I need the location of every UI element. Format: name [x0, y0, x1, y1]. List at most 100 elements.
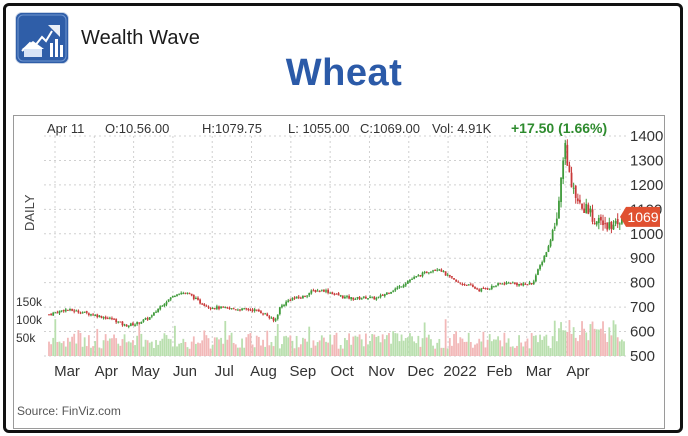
- volume-bar: [272, 346, 275, 356]
- candle-body: [400, 286, 403, 288]
- volume-bar: [222, 343, 225, 356]
- volume-bar: [54, 319, 57, 356]
- candle-body: [327, 289, 330, 293]
- volume-bar: [241, 338, 243, 356]
- candle-body: [230, 308, 233, 310]
- volume-bar: [323, 337, 325, 356]
- volume-bar: [354, 335, 357, 356]
- x-tick-label: Mar: [526, 363, 552, 380]
- y-tick-label: 900: [630, 250, 655, 267]
- volume-bar: [228, 335, 231, 356]
- candle-body: [127, 325, 130, 327]
- candle-body: [297, 296, 300, 298]
- candle-body: [358, 296, 361, 300]
- candle-body: [64, 309, 67, 312]
- candle-body: [377, 296, 380, 298]
- candle-body: [375, 298, 378, 300]
- volume-bar: [243, 347, 246, 356]
- candle-body: [226, 307, 229, 309]
- volume-bar: [396, 333, 399, 356]
- candle-body: [312, 290, 315, 292]
- candle-body: [547, 246, 550, 252]
- volume-bar: [545, 334, 548, 356]
- candle-body: [159, 306, 162, 310]
- candle-body: [291, 298, 294, 301]
- volume-bar: [566, 331, 569, 356]
- candle-body: [421, 272, 424, 277]
- volume-bar: [490, 341, 493, 356]
- volume-bar: [297, 347, 300, 356]
- volume-bar: [308, 326, 311, 356]
- volume-bar: [327, 342, 330, 356]
- candle-body: [197, 297, 199, 300]
- volume-bar: [226, 339, 229, 356]
- candle-body: [276, 314, 279, 319]
- candle-body: [438, 269, 441, 271]
- candle-body: [406, 281, 409, 284]
- y-tick-label: 700: [630, 299, 655, 316]
- volume-bar: [499, 340, 502, 356]
- volume-bar: [302, 337, 304, 356]
- volume-bar: [446, 348, 449, 356]
- volume-bar: [558, 328, 560, 356]
- volume-bar: [383, 339, 386, 356]
- candle-body: [222, 306, 225, 308]
- volume-bar: [306, 341, 309, 356]
- volume-bar: [492, 339, 495, 356]
- candle-body: [98, 315, 101, 317]
- candle-body: [58, 310, 61, 314]
- volume-bar: [400, 334, 403, 356]
- volume-bar: [257, 336, 260, 356]
- volume-bar: [295, 335, 298, 356]
- volume-bar: [155, 340, 157, 356]
- candle-body: [530, 282, 533, 284]
- page-title: Wheat: [285, 52, 403, 94]
- candle-body: [392, 290, 395, 292]
- candle-body: [115, 319, 118, 323]
- candle-body: [602, 220, 604, 226]
- volume-bar: [367, 344, 369, 356]
- candle-body: [257, 309, 260, 312]
- volume-bar: [507, 338, 510, 356]
- candle-body: [186, 292, 189, 294]
- candle-body: [247, 308, 250, 310]
- volume-bar: [505, 342, 508, 356]
- candle-body: [492, 286, 495, 288]
- volume-bar: [119, 345, 122, 356]
- candle-body: [524, 283, 527, 285]
- candle-body: [507, 282, 510, 284]
- volume-bar: [406, 337, 409, 356]
- candle-body: [144, 318, 147, 320]
- candle-body: [283, 305, 285, 307]
- volume-bar: [583, 328, 586, 356]
- axes: 14001300120011001000900800700600500MarAp…: [16, 128, 663, 380]
- x-tick-label: Apr: [566, 363, 589, 380]
- volume-bar: [448, 338, 451, 356]
- candle-body: [104, 316, 107, 319]
- candle-body: [499, 283, 502, 285]
- candle-body: [404, 283, 407, 286]
- volume-bar: [77, 330, 80, 356]
- candle-body: [268, 316, 271, 318]
- volume-bar: [388, 333, 390, 356]
- candle-body: [583, 208, 586, 213]
- candle-body: [545, 252, 548, 257]
- candle-body: [572, 187, 575, 189]
- volume-bar: [608, 327, 611, 356]
- candle-body: [413, 277, 416, 279]
- chart-panel: 14001300120011001000900800700600500MarAp…: [13, 115, 665, 429]
- volume-bar: [555, 341, 558, 356]
- candle-body: [289, 300, 292, 302]
- candle-body: [339, 295, 342, 297]
- volume-bar: [409, 333, 411, 356]
- volume-bar: [350, 344, 353, 356]
- candle-body: [600, 216, 602, 221]
- candle-body: [457, 281, 460, 283]
- candle-body: [379, 295, 382, 298]
- volume-bar: [379, 342, 382, 356]
- volume-bar: [83, 337, 86, 356]
- volume-bar: [618, 341, 621, 356]
- candle-body: [243, 308, 246, 310]
- volume-bar: [402, 340, 405, 356]
- volume-bar: [486, 339, 489, 356]
